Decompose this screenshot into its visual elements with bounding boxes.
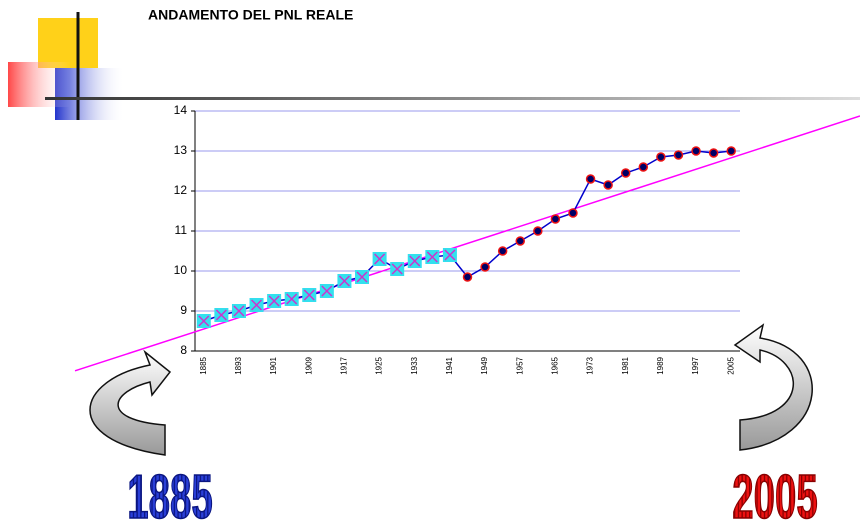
marker [355, 270, 369, 284]
marker [587, 175, 595, 183]
marker [197, 314, 211, 328]
marker [214, 308, 228, 322]
marker [320, 284, 334, 298]
marker [622, 169, 630, 177]
x-tick-label: 1925 [375, 356, 384, 374]
marker [499, 247, 507, 255]
y-tick-label: 13 [174, 143, 188, 157]
marker [639, 163, 647, 171]
marker [569, 209, 577, 217]
x-tick-label: 1997 [691, 356, 700, 374]
slide: ANDAMENTO DEL PNL REALE 8 9 10 11 12 13 14 1885… [0, 0, 860, 527]
data-line [204, 151, 731, 321]
marker [408, 254, 422, 268]
marker [657, 153, 665, 161]
marker [534, 227, 542, 235]
x-tick-label: 1917 [340, 356, 349, 374]
trend-line [75, 116, 860, 371]
marker [425, 250, 439, 264]
y-tick-label: 11 [175, 223, 188, 237]
x-tick-label: 1949 [480, 356, 489, 374]
y-tick-label: 12 [174, 183, 188, 197]
y-tick-label: 14 [174, 103, 188, 117]
x-tick-label: 1933 [410, 356, 419, 374]
marker [390, 262, 404, 276]
marker [464, 273, 472, 281]
y-tick-label: 8 [180, 343, 187, 357]
marker [692, 147, 700, 155]
marker [727, 147, 735, 155]
marker [267, 294, 281, 308]
x-tick-label: 1941 [445, 356, 454, 374]
x-tick-label: 1957 [515, 356, 524, 374]
x-tick-label: 1885 [199, 356, 208, 374]
marker [373, 252, 387, 266]
marker [516, 237, 524, 245]
marker [710, 149, 718, 157]
x-tick-label: 1989 [656, 356, 665, 374]
y-tick-label: 10 [174, 263, 188, 277]
marker [337, 274, 351, 288]
decoration [8, 12, 860, 120]
marker [481, 263, 489, 271]
marker [302, 288, 316, 302]
x-tick-label: 1973 [586, 356, 595, 374]
x-tick-label: 1981 [621, 356, 630, 374]
x-tick-label: 2005 [726, 356, 735, 374]
y-tick-label: 9 [180, 303, 187, 317]
marker [604, 181, 612, 189]
marker [551, 215, 559, 223]
arrows [90, 325, 812, 455]
year-annotation: 2005 [732, 462, 818, 527]
marker [674, 151, 682, 159]
marker [285, 292, 299, 306]
marker [250, 298, 264, 312]
marker [443, 248, 457, 262]
x-tick-label: 1901 [269, 356, 278, 374]
x-tick-label: 1965 [551, 356, 560, 374]
marker [232, 304, 246, 318]
year-annotation: 1885 [127, 462, 213, 527]
chart-title: ANDAMENTO DEL PNL REALE [148, 7, 353, 23]
x-tick-label: 1909 [304, 356, 313, 374]
x-tick-label: 1893 [234, 356, 243, 374]
